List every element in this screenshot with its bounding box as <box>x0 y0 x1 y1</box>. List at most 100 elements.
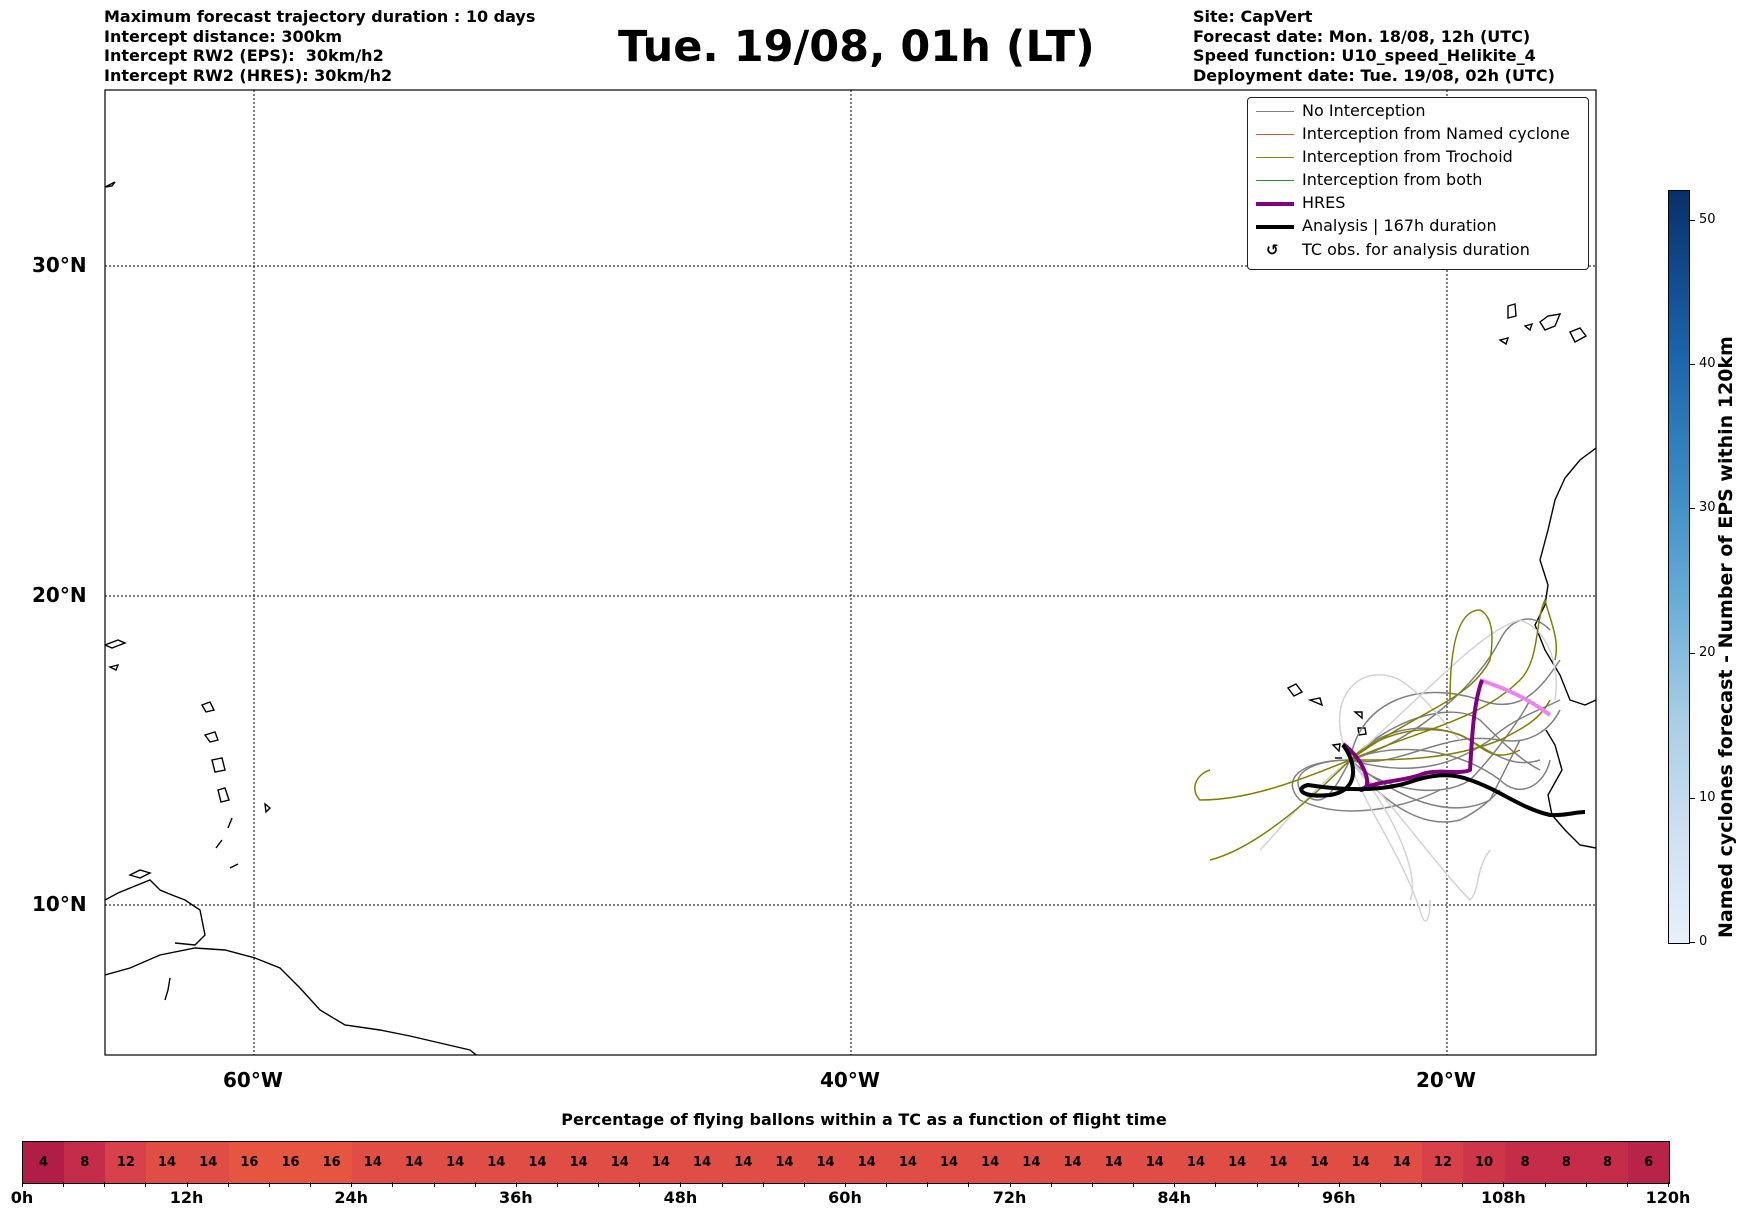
strip-tick <box>968 1182 970 1187</box>
hres-trajectory <box>1341 679 1484 792</box>
colorbar-label-30: 30 <box>1699 500 1716 515</box>
colorbar-tick <box>1690 364 1695 365</box>
strip-tick <box>63 1182 65 1187</box>
strip-tick <box>1338 1182 1340 1187</box>
strip-cell: 14 <box>846 1142 888 1183</box>
intercept-distance-text: Intercept distance: 300km <box>104 26 343 46</box>
strip-tick <box>433 1182 435 1187</box>
strip-cell: 16 <box>269 1142 312 1183</box>
strip-cell: 14 <box>1381 1142 1423 1183</box>
colorbar-label-20: 20 <box>1699 645 1716 660</box>
strip-cell: 14 <box>1175 1142 1217 1183</box>
strip-tick <box>680 1182 682 1187</box>
colorbar <box>1668 190 1690 944</box>
legend-item-analysis: Analysis | 167h duration <box>1248 216 1588 238</box>
strip-tick <box>268 1182 270 1187</box>
legend-item-trochoid: Interception from Trochoid <box>1248 147 1588 169</box>
speed-function-text: Speed function: U10_speed_Helikite_4 <box>1193 46 1536 65</box>
strip-time-label: 72h <box>992 1188 1027 1207</box>
strip-cell: 14 <box>146 1142 188 1183</box>
strip-tick <box>351 1182 353 1187</box>
strip-cell: 16 <box>228 1142 270 1183</box>
strip-tick <box>1009 1182 1011 1187</box>
strip-tick <box>1050 1182 1052 1187</box>
strip-cell: 14 <box>640 1142 682 1183</box>
strip-tick <box>1462 1182 1464 1187</box>
strip-tick <box>1379 1182 1381 1187</box>
strip-cell: 14 <box>1340 1142 1382 1183</box>
strip-cell: 8 <box>1586 1142 1629 1183</box>
strip-tick <box>803 1182 805 1187</box>
page-title: Tue. 19/08, 01h (LT) <box>618 22 1095 72</box>
strip-cell: 14 <box>599 1142 641 1183</box>
strip-cell: 14 <box>763 1142 805 1183</box>
map-legend: No Interception Interception from Named … <box>1247 97 1589 270</box>
lon-label-60w: 60°W <box>223 1068 283 1092</box>
strip-cell: 16 <box>311 1142 353 1183</box>
legend-line-trochoid <box>1256 157 1294 158</box>
legend-label-analysis: Analysis | 167h duration <box>1302 216 1497 235</box>
strip-time-label: 12h <box>169 1188 204 1207</box>
intercept-eps-text: Intercept RW2 (EPS): 30km/h2 <box>104 46 384 65</box>
strip-time-label: 48h <box>663 1188 698 1207</box>
strip-cell: 14 <box>1216 1142 1258 1183</box>
strip-cell: 14 <box>722 1142 764 1183</box>
strip-tick <box>227 1182 229 1187</box>
strip-time-label: 84h <box>1157 1188 1192 1207</box>
intercept-hres-text: Intercept RW2 (HRES): 30km/h2 <box>104 65 393 85</box>
strip-cell: 14 <box>804 1142 847 1183</box>
strip-cell: 14 <box>187 1142 229 1183</box>
legend-item-tc-obs: ↺ TC obs. for analysis duration <box>1248 240 1588 262</box>
strip-cell: 14 <box>1257 1142 1299 1183</box>
strip-cell: 14 <box>1093 1142 1135 1183</box>
strip-tick <box>927 1182 929 1187</box>
forecast-parameters: Maximum forecast trajectory duration : 1… <box>104 7 535 85</box>
strip-tick <box>1503 1182 1505 1187</box>
strip-tick <box>474 1182 476 1187</box>
lat-label-10n: 10°N <box>32 892 87 916</box>
legend-line-named-cyclone <box>1256 134 1294 135</box>
strip-tick <box>145 1182 147 1187</box>
analysis-trajectory <box>1299 743 1586 818</box>
strip-tick <box>1544 1182 1546 1187</box>
legend-item-both: Interception from both <box>1248 170 1588 192</box>
strip-tick <box>1668 1182 1669 1187</box>
strip-cell: 14 <box>475 1142 517 1183</box>
strip-cell: 14 <box>516 1142 559 1183</box>
strip-time-label: 108h <box>1480 1188 1526 1207</box>
strip-time-label: 96h <box>1321 1188 1356 1207</box>
strip-tick <box>845 1182 846 1187</box>
strip-tick <box>186 1182 188 1187</box>
strip-cell: 14 <box>1134 1142 1176 1183</box>
graticule <box>105 90 1596 1055</box>
strip-time-label: 120h <box>1645 1188 1691 1207</box>
strip-cell: 14 <box>887 1142 929 1183</box>
strip-tick <box>392 1182 394 1187</box>
strip-cell: 14 <box>1051 1142 1094 1183</box>
legend-label-tc-obs: TC obs. for analysis duration <box>1302 240 1530 259</box>
strip-title: Percentage of flying ballons within a TC… <box>561 1110 1167 1129</box>
strip-time-label: 0h <box>10 1188 34 1207</box>
lat-label-30n: 30°N <box>32 253 87 277</box>
strip-tick <box>1215 1182 1217 1187</box>
strip-cell: 8 <box>64 1142 106 1183</box>
tc-obs-icon: ↺ <box>1266 241 1279 259</box>
strip-tick <box>22 1182 23 1187</box>
colorbar-tick <box>1690 220 1695 221</box>
legend-label-trochoid: Interception from Trochoid <box>1302 147 1513 166</box>
strip-cell: 8 <box>1504 1142 1546 1183</box>
strip-tick <box>310 1182 312 1187</box>
coastlines <box>105 181 1596 1055</box>
strip-tick <box>1256 1182 1258 1187</box>
site-info: Site: CapVert Forecast date: Mon. 18/08, … <box>1193 7 1555 85</box>
colorbar-tick <box>1690 942 1695 943</box>
legend-label-both: Interception from both <box>1302 170 1483 189</box>
strip-tick <box>556 1182 558 1187</box>
strip-cell: 12 <box>105 1142 147 1183</box>
strip-cell: 14 <box>393 1142 435 1183</box>
colorbar-tick <box>1690 798 1695 799</box>
strip-tick <box>639 1182 641 1187</box>
forecast-date-text: Forecast date: Mon. 18/08, 12h (UTC) <box>1193 26 1531 46</box>
lon-label-40w: 40°W <box>820 1068 880 1092</box>
